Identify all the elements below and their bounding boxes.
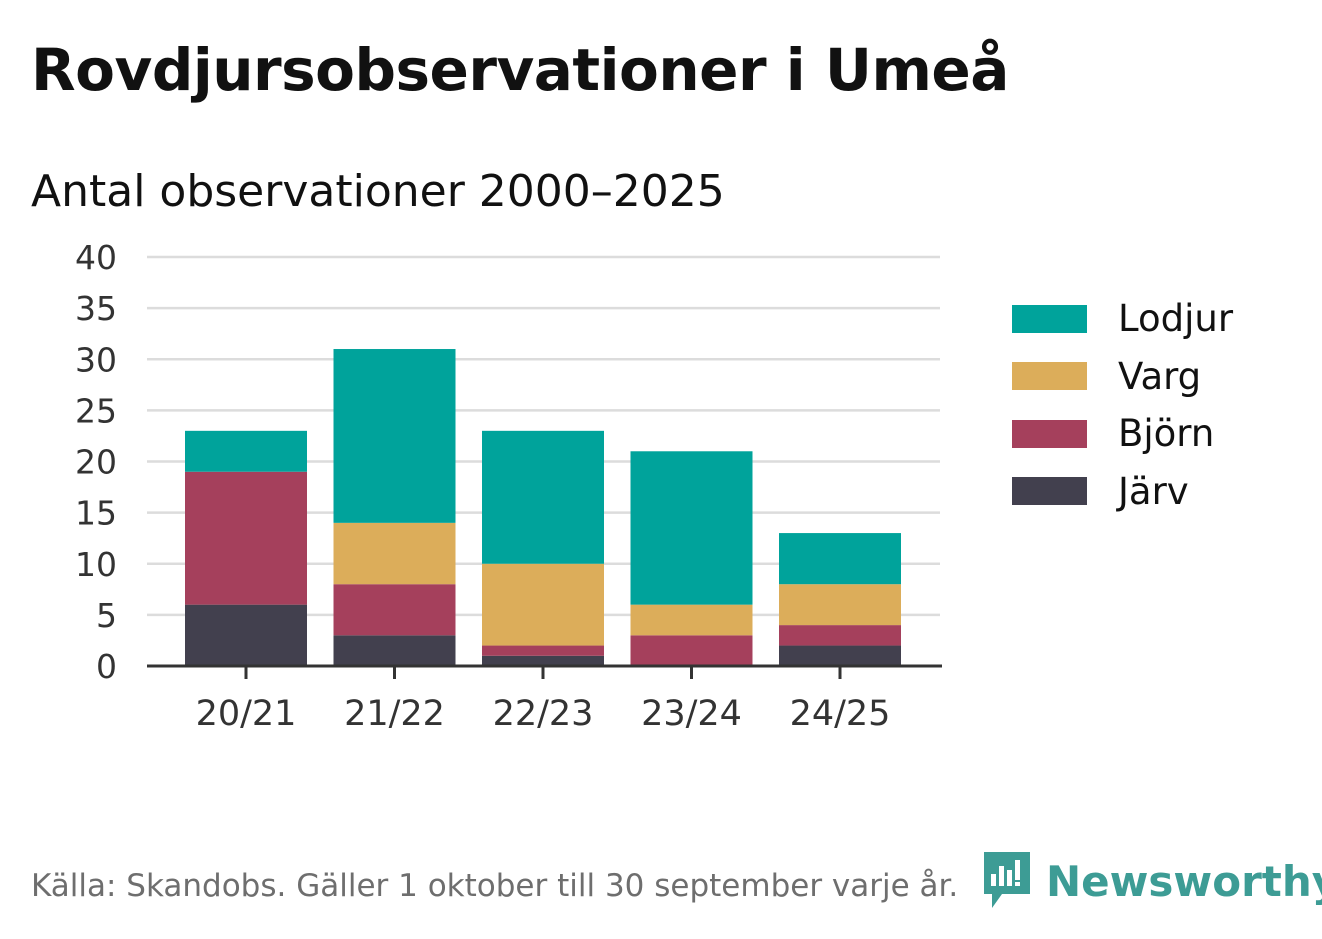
legend-swatch [1012,362,1087,391]
y-tick-label: 5 [96,596,117,635]
bar-segment-lodjur-23-24 [630,451,753,605]
y-tick-label: 25 [75,391,117,430]
legend-item-björn: Björn [1012,405,1233,463]
bar-segment-varg-23-24 [630,604,753,636]
chart-title: Rovdjursobservationer i Umeå [31,36,1009,104]
y-tick-label: 40 [75,238,117,277]
y-tick-label: 0 [96,647,117,686]
bar-segment-björn-23-24 [630,635,753,666]
bar-segment-björn-20-21 [185,471,307,605]
y-tick-label: 20 [75,443,117,482]
bar-segment-lodjur-21-22 [333,349,456,523]
legend-swatch [1012,477,1087,506]
bar-segment-varg-24-25 [779,584,901,626]
y-tick-label: 35 [75,289,117,328]
y-tick-label: 30 [75,340,117,379]
legend-swatch [1012,304,1087,333]
bar-segment-varg-21-22 [333,522,456,585]
legend-label: Lodjur [1118,297,1234,341]
bar-segment-björn-24-25 [779,625,901,646]
legend-item-varg: Varg [1012,348,1233,406]
legend-label: Björn [1118,412,1215,456]
newsworthy-logo-icon [984,852,1030,908]
bar-segment-björn-21-22 [333,584,456,636]
legend-label: Varg [1118,354,1202,398]
bars [185,349,901,666]
bar-segment-björn-22-23 [482,645,604,656]
bar-segment-lodjur-24-25 [779,533,901,585]
legend: Lodjur Varg Björn Järv [1012,290,1233,520]
legend-label: Järv [1118,469,1189,513]
bar-segment-järv-21-22 [333,635,456,666]
bar-segment-järv-20-21 [185,604,307,666]
legend-swatch [1012,419,1087,448]
bar-segment-järv-22-23 [482,655,604,666]
bar-segment-järv-24-25 [779,645,901,666]
x-tick-label: 22/23 [493,694,594,734]
bar-segment-lodjur-20-21 [185,430,307,472]
y-tick-label: 10 [75,545,117,584]
legend-item-lodjur: Lodjur [1012,290,1233,348]
legend-item-järv: Järv [1012,463,1233,521]
x-tick-label: 23/24 [641,694,742,734]
y-axis-ticks: 0 5 10 15 20 25 30 35 40 [75,238,117,686]
bar-segment-varg-22-23 [482,563,604,646]
brand-logo: Newsworthy [980,850,1322,912]
x-axis-ticks: 20/21 21/22 22/23 23/24 24/25 [196,666,891,734]
y-tick-label: 15 [75,494,117,533]
x-tick-label: 24/25 [790,694,891,734]
x-tick-label: 21/22 [344,694,445,734]
bar-segment-lodjur-22-23 [482,430,604,564]
x-tick-label: 20/21 [196,694,297,734]
chart-subtitle: Antal observationer 2000–2025 [31,166,725,217]
brand-name: Newsworthy [1046,856,1322,906]
source-note: Källa: Skandobs. Gäller 1 oktober till 3… [31,868,959,904]
